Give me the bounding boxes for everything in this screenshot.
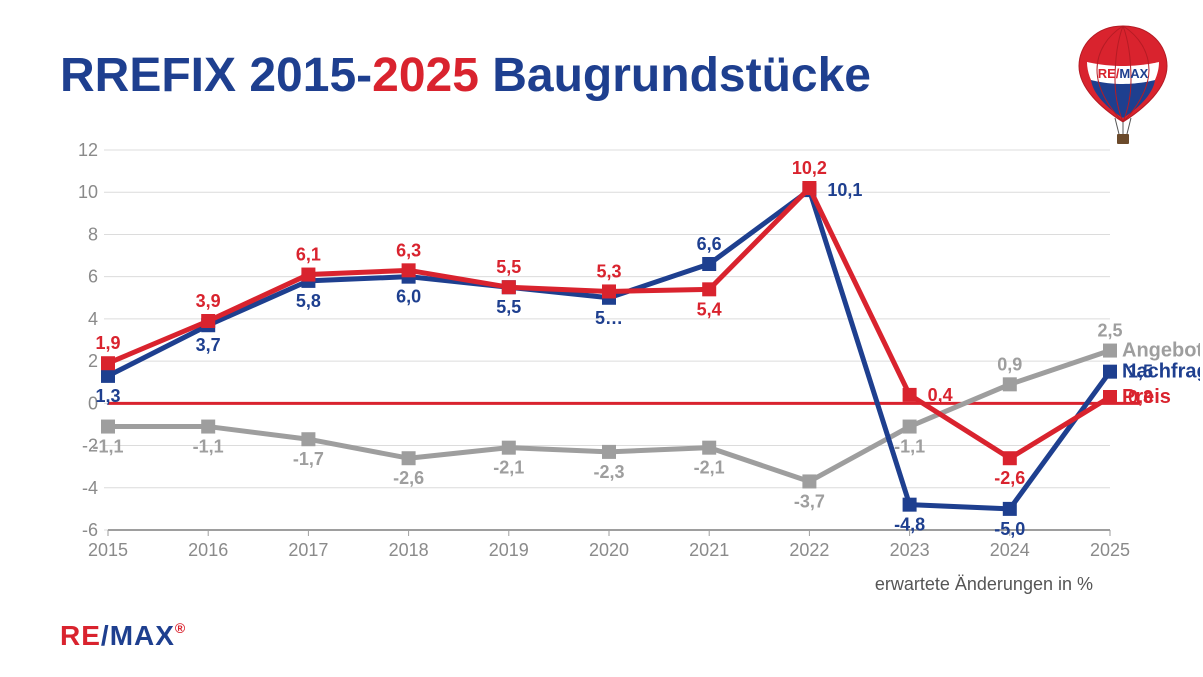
marker [402, 451, 416, 465]
legend-label-nachfrage: Nachfrage [1122, 361, 1200, 383]
marker [802, 474, 816, 488]
data-label: 10,1 [827, 180, 862, 200]
marker [1103, 390, 1117, 404]
x-tick: 2025 [1090, 540, 1130, 560]
data-label: 3,9 [196, 291, 221, 311]
x-tick: 2015 [88, 540, 128, 560]
marker [602, 284, 616, 298]
data-label: 2,5 [1097, 321, 1122, 341]
marker [101, 356, 115, 370]
marker [903, 498, 917, 512]
data-label: -1,7 [293, 449, 324, 469]
marker [201, 314, 215, 328]
data-label: 0,9 [997, 354, 1022, 374]
data-label: 6,0 [396, 287, 421, 307]
logo-registered: ® [175, 620, 186, 636]
marker [502, 441, 516, 455]
marker [702, 282, 716, 296]
y-tick: 4 [88, 309, 98, 329]
title-part3: Baugrundstücke [479, 49, 871, 102]
legend-label-angebot: Angebot [1122, 340, 1200, 362]
page: RREFIX 2015-2025 Baugrundstücke RE/MAX -… [0, 0, 1203, 677]
logo-re: RE [60, 620, 101, 651]
legend-label-preis: Preis [1122, 386, 1171, 408]
marker [101, 369, 115, 383]
remax-wordmark: RE/MAX® [60, 620, 186, 652]
data-label: -4,8 [894, 515, 925, 535]
data-label: 5,5 [496, 297, 521, 317]
data-label: 0,4 [928, 385, 953, 405]
data-label: 5,8 [296, 291, 321, 311]
y-tick: 10 [78, 182, 98, 202]
y-tick: 12 [78, 140, 98, 160]
data-label: -3,7 [794, 491, 825, 511]
data-label: 1,3 [95, 386, 120, 406]
data-label: 5… [595, 308, 623, 328]
y-tick: 6 [88, 267, 98, 287]
y-tick: 2 [88, 351, 98, 371]
data-label: 6,6 [697, 234, 722, 254]
data-label: -2,3 [593, 462, 624, 482]
marker [802, 181, 816, 195]
data-label: 5,3 [596, 261, 621, 281]
x-tick: 2023 [890, 540, 930, 560]
axis-footnote: erwartete Änderungen in % [875, 574, 1093, 595]
marker [201, 420, 215, 434]
data-label: -1,1 [193, 437, 224, 457]
data-label: 6,3 [396, 240, 421, 260]
x-tick: 2022 [789, 540, 829, 560]
marker [101, 420, 115, 434]
data-label: -1,1 [894, 437, 925, 457]
data-label: -2,6 [393, 468, 424, 488]
data-label: -2,1 [694, 458, 725, 478]
x-tick: 2024 [990, 540, 1030, 560]
y-tick: -6 [82, 520, 98, 540]
marker [1003, 377, 1017, 391]
marker [903, 388, 917, 402]
y-tick: -4 [82, 478, 98, 498]
marker [602, 445, 616, 459]
data-label: 3,7 [196, 335, 221, 355]
marker [301, 432, 315, 446]
marker [502, 280, 516, 294]
x-tick: 2018 [389, 540, 429, 560]
x-tick: 2019 [489, 540, 529, 560]
y-tick: 8 [88, 224, 98, 244]
data-label: 5,5 [496, 257, 521, 277]
data-label: 10,2 [792, 158, 827, 178]
data-label: 5,4 [697, 299, 722, 319]
logo-max: MAX [110, 620, 175, 651]
page-title: RREFIX 2015-2025 Baugrundstücke [60, 48, 871, 103]
data-label: -1,1 [92, 437, 123, 457]
x-tick: 2020 [589, 540, 629, 560]
x-tick: 2016 [188, 540, 228, 560]
logo-slash: / [101, 620, 110, 651]
marker [702, 257, 716, 271]
marker [402, 263, 416, 277]
x-tick: 2017 [288, 540, 328, 560]
title-part2: 2025 [372, 49, 479, 102]
data-label: 6,1 [296, 245, 321, 265]
marker [1103, 365, 1117, 379]
remax-balloon-logo: RE/MAX [1073, 22, 1173, 152]
data-label: 1,9 [95, 333, 120, 353]
marker [1003, 502, 1017, 516]
marker [702, 441, 716, 455]
line-chart: -6-4-20246810122015201620172018201920202… [60, 140, 1140, 570]
data-label: -5,0 [994, 519, 1025, 539]
marker [903, 420, 917, 434]
marker [301, 268, 315, 282]
svg-text:RE/MAX: RE/MAX [1098, 66, 1149, 81]
marker [1103, 344, 1117, 358]
x-tick: 2021 [689, 540, 729, 560]
data-label: -2,6 [994, 468, 1025, 488]
marker [1003, 451, 1017, 465]
data-label: -2,1 [493, 458, 524, 478]
title-part1: RREFIX 2015- [60, 49, 372, 102]
